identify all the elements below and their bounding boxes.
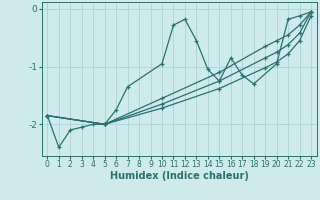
X-axis label: Humidex (Indice chaleur): Humidex (Indice chaleur): [110, 171, 249, 181]
